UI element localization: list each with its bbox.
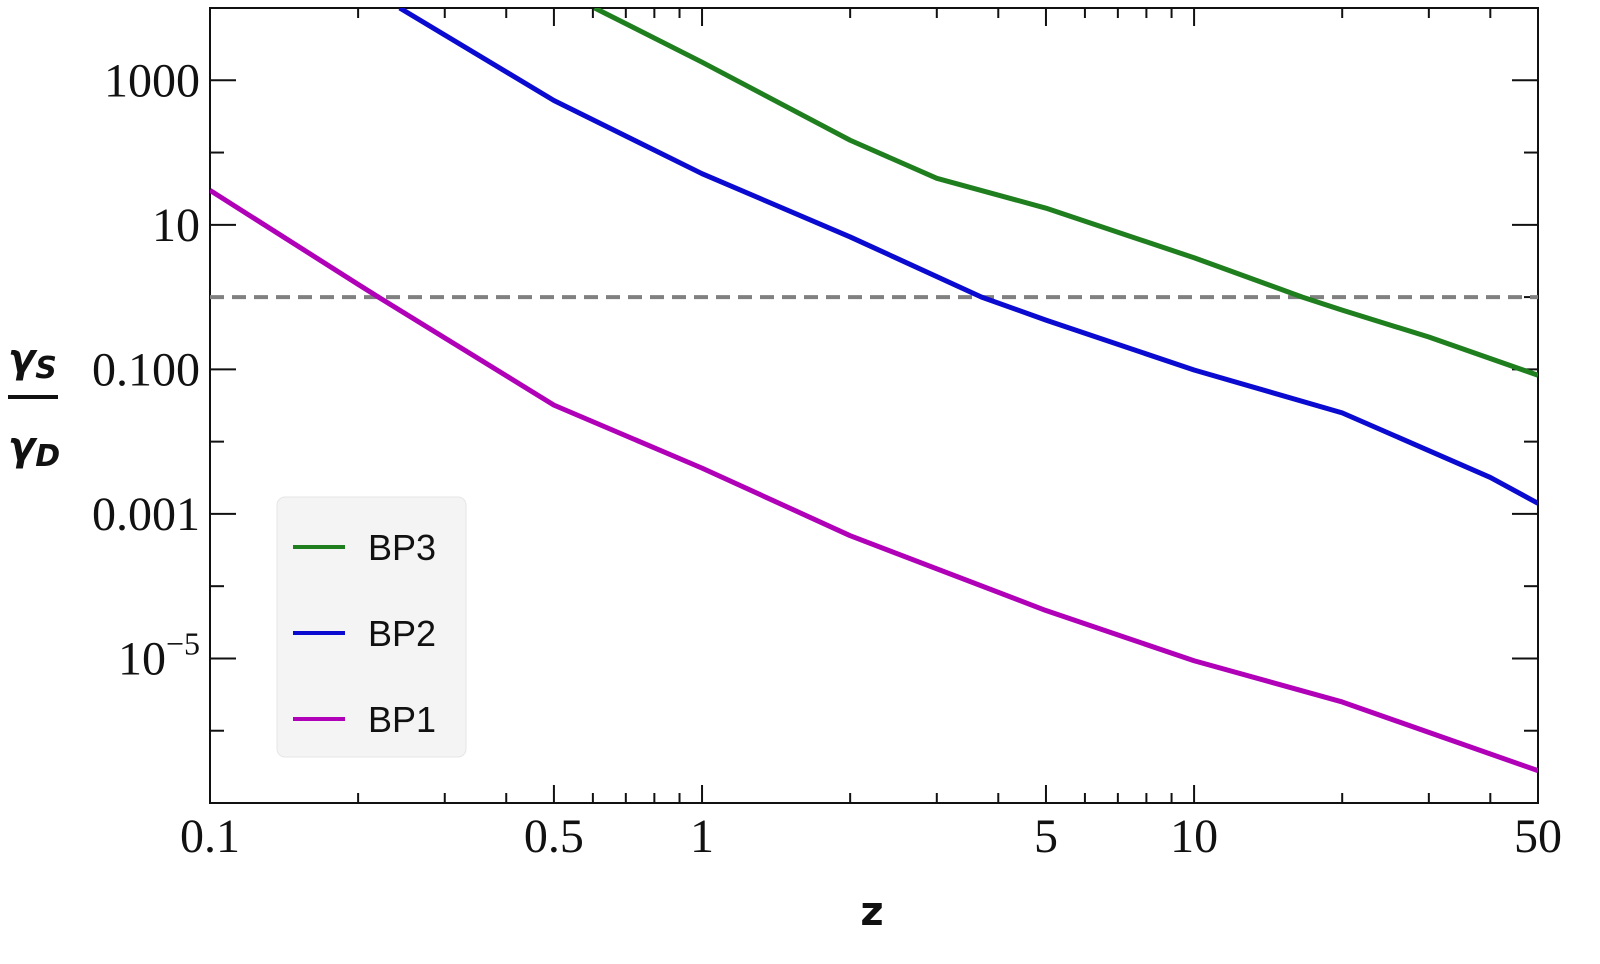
legend: BP3 BP2 BP1 [276,496,467,758]
x-tick-label: 1 [690,810,714,863]
series-line [210,188,1538,774]
y-label-numerator: γS [8,336,57,386]
tick-base: 0.100 [92,343,200,396]
y-tick-label: 10−5 [118,625,200,685]
legend-label: BP1 [368,699,436,740]
y-tick-label: 10 [152,199,200,252]
x-tick-label: 0.5 [524,810,584,863]
subscript: D [35,439,60,474]
x-axis-label: z [860,889,883,935]
y-tick-label: 0.001 [92,488,200,541]
subscript: S [35,351,57,386]
x-tick-label: 0.1 [180,810,240,863]
symbol: γ [8,424,38,470]
plot-frame [209,7,1539,804]
x-tick-label: 50 [1514,810,1562,863]
y-tick-label: 0.100 [92,343,200,396]
y-label-denominator: γD [8,424,60,474]
legend-label: BP3 [368,527,436,568]
y-tick-label: 1000 [104,54,200,107]
x-tick-label: 10 [1170,810,1218,863]
legend-label: BP2 [368,613,436,654]
series-line [398,8,1538,506]
tick-exponent: −5 [166,625,200,661]
tick-base: 10 [118,632,166,685]
legend-box [276,496,467,758]
symbol: γ [8,336,38,382]
y-axis-label: γS γD [8,336,60,474]
series-line [593,8,1538,378]
x-tick-label: 5 [1034,810,1058,863]
